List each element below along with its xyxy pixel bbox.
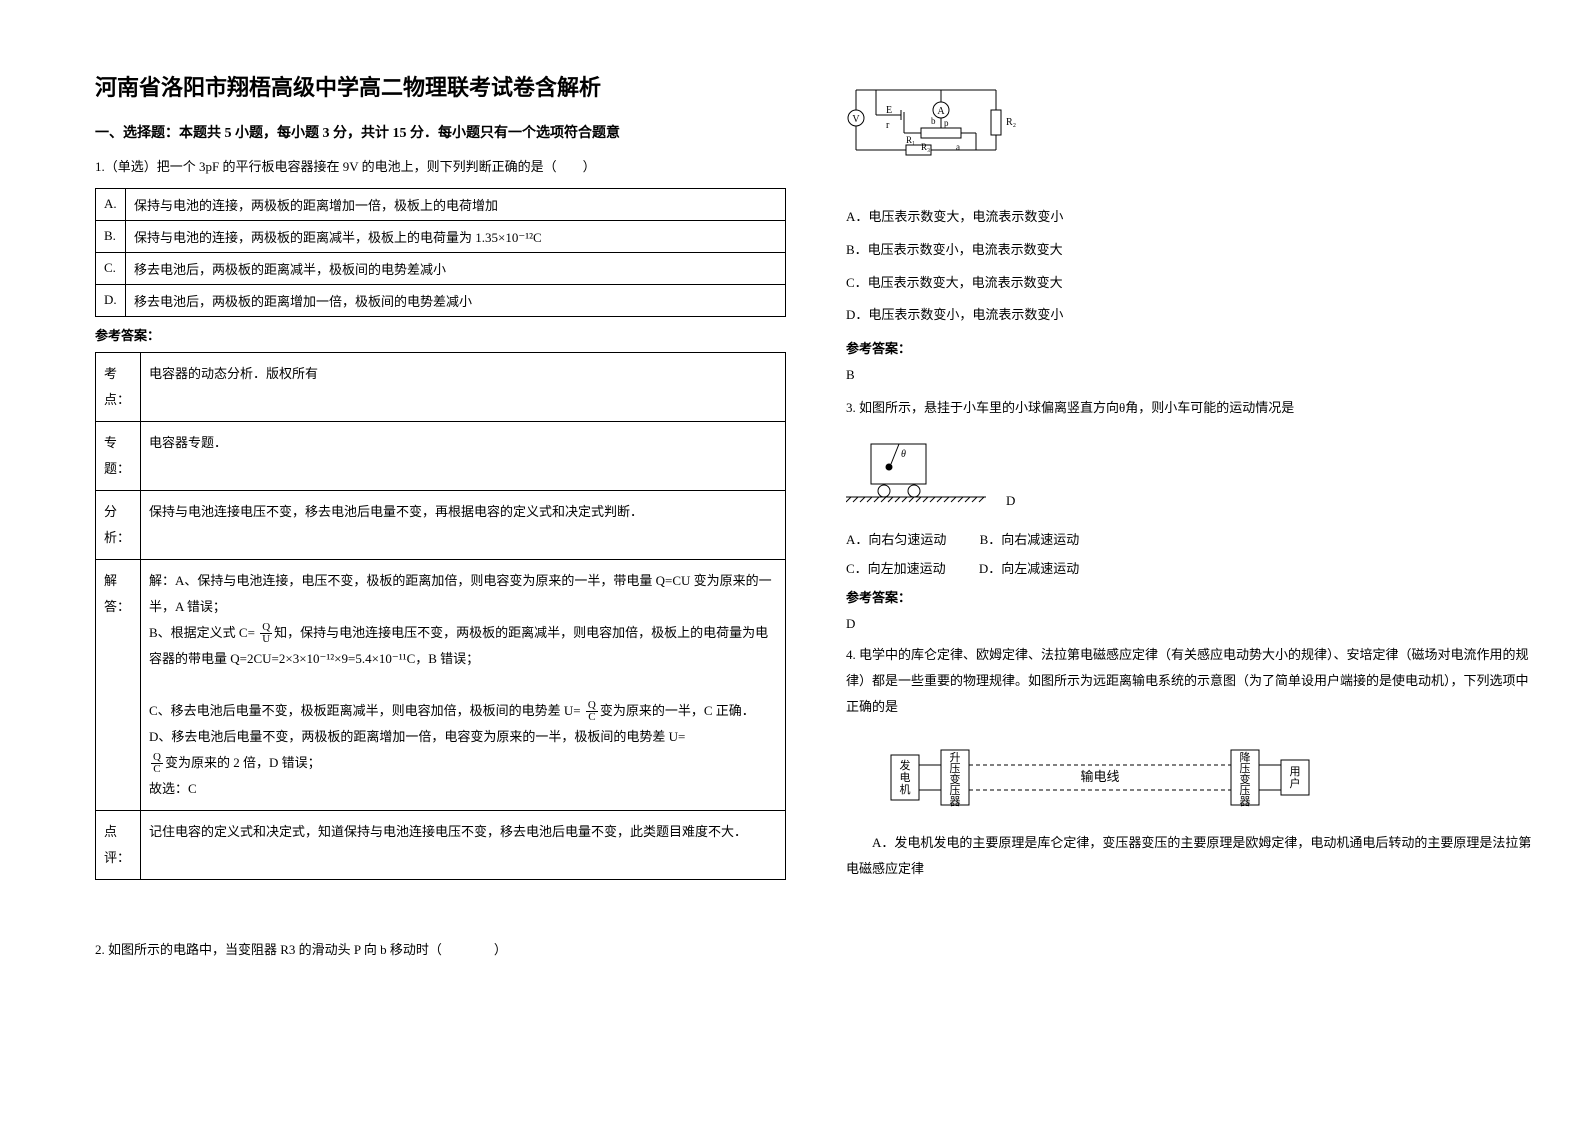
opt-label: D.	[96, 284, 126, 316]
svg-text:R₂: R₂	[1006, 117, 1016, 128]
fraction: QC	[586, 700, 598, 723]
table-row: 专题： 电容器专题．	[96, 421, 786, 490]
box-label: 电	[900, 771, 911, 784]
q3-opts-row2: C．向左加速运动 D．向左减速运动	[846, 558, 1537, 577]
svg-text:R₁: R₁	[906, 135, 915, 145]
analysis-val: 保持与电池连接电压不变，移去电池后电量不变，再根据电容的定义式和决定式判断．	[141, 490, 786, 559]
table-row: 考点： 电容器的动态分析．版权所有	[96, 352, 786, 421]
opt-text: 保持与电池的连接，两极板的距离增加一倍，极板上的电荷增加	[126, 188, 786, 220]
q3-stem: 3. 如图所示，悬挂于小车里的小球偏离竖直方向θ角，则小车可能的运动情况是	[846, 398, 1537, 419]
svg-text:R₃: R₃	[921, 142, 930, 152]
q1-options-table: A. 保持与电池的连接，两极板的距离增加一倍，极板上的电荷增加 B. 保持与电池…	[95, 188, 786, 317]
text: 故选：C	[149, 781, 197, 796]
q2-opt-c: C．电压表示数变大，电流表示数变大	[846, 273, 1537, 294]
svg-text:器: 器	[950, 795, 961, 808]
q3-opt-a: A．向右匀速运动	[846, 529, 946, 548]
svg-text:户: 户	[1290, 776, 1301, 790]
fraction: QC	[151, 752, 163, 775]
q4-stem: 4. 电学中的库仑定律、欧姆定律、法拉第电磁感应定律（有关感应电动势大小的规律）…	[846, 642, 1537, 720]
svg-text:b: b	[931, 116, 936, 126]
text: D	[1006, 493, 1015, 509]
table-row: 点评： 记住电容的定义式和决定式，知道保持与电池连接电压不变，移去电池后电量不变…	[96, 810, 786, 879]
analysis-key: 解答：	[96, 559, 141, 810]
q1-analysis-table: 考点： 电容器的动态分析．版权所有 专题： 电容器专题． 分析： 保持与电池连接…	[95, 352, 786, 880]
svg-text:器: 器	[1240, 795, 1251, 808]
opt-text: 移去电池后，两极板的距离减半，极板间的电势差减小	[126, 252, 786, 284]
q1-stem: 1.（单选）把一个 3pF 的平行板电容器接在 9V 的电池上，则下列判断正确的…	[95, 157, 786, 178]
svg-text:降: 降	[1240, 750, 1251, 764]
svg-text:p: p	[944, 118, 949, 128]
opt-label: C.	[96, 252, 126, 284]
wire-label: 输电线	[1080, 769, 1119, 784]
analysis-key: 专题：	[96, 421, 141, 490]
text: D、移去电池后电量不变，两极板的距离增加一倍，电容变为原来的一半，极板间的电势差…	[149, 729, 685, 744]
answer-label: 参考答案：	[95, 325, 786, 344]
analysis-val: 电容器的动态分析．版权所有	[141, 352, 786, 421]
box-label: 发	[900, 758, 911, 772]
svg-text:r: r	[886, 120, 890, 131]
text: 变为原来的一半，C 正确．	[600, 703, 755, 718]
svg-text:用: 用	[1290, 766, 1301, 778]
q2-stem: 2. 如图所示的电路中，当变阻器 R3 的滑动头 P 向 b 移动时（ ）	[95, 940, 786, 961]
svg-text:变: 变	[950, 772, 961, 786]
text: C、移去电池后电量不变，极板距离减半，则电容加倍，极板间的电势差 U=	[149, 703, 584, 718]
svg-text:θ: θ	[901, 449, 906, 460]
answer-label: 参考答案：	[846, 338, 1537, 357]
svg-text:V: V	[852, 114, 860, 125]
analysis-val: 解：A、保持与电池连接，电压不变，极板的距离加倍，则电容变为原来的一半，带电量 …	[141, 559, 786, 810]
text: 解：A、保持与电池连接，电压不变，极板的距离加倍，则电容变为原来的一半，带电量 …	[149, 573, 772, 614]
answer-label: 参考答案：	[846, 587, 1537, 606]
page-title: 河南省洛阳市翔梧高级中学高二物理联考试卷含解析	[95, 70, 786, 102]
q3-opt-c: C．向左加速运动	[846, 558, 946, 577]
box-label: 机	[900, 782, 911, 796]
fraction: QU	[260, 622, 272, 645]
table-row: B. 保持与电池的连接，两极板的距离减半，极板上的电荷量为 1.35×10⁻¹²…	[96, 220, 786, 252]
cart-diagram: θ	[846, 439, 986, 509]
analysis-val: 电容器专题．	[141, 421, 786, 490]
text: B、根据定义式 C=	[149, 625, 258, 640]
opt-label: A.	[96, 188, 126, 220]
q2-opt-b: B．电压表示数变小，电流表示数变大	[846, 240, 1537, 261]
q4-opt-a: A．发电机发电的主要原理是库仑定律，变压器变压的主要原理是欧姆定律，电动机通电后…	[846, 830, 1537, 882]
opt-text: 移去电池后，两极板的距离增加一倍，极板间的电势差减小	[126, 284, 786, 316]
q3-opt-b: B．向右减速运动	[980, 529, 1080, 548]
text: 变为原来的 2 倍，D 错误；	[165, 755, 321, 770]
opt-label: B.	[96, 220, 126, 252]
q2-opt-d: D．电压表示数变小，电流表示数变小	[846, 305, 1537, 326]
q2-opt-a: A．电压表示数变大，电流表示数变小	[846, 207, 1537, 228]
analysis-key: 分析：	[96, 490, 141, 559]
svg-text:E: E	[886, 105, 892, 116]
analysis-key: 点评：	[96, 810, 141, 879]
transmission-diagram: 发 电 机 升压变压器 输电线 降压变压器 用户	[886, 745, 1346, 810]
circuit-diagram: V E r A b R₃ p a R₁	[846, 80, 1026, 165]
table-row: C. 移去电池后，两极板的距离减半，极板间的电势差减小	[96, 252, 786, 284]
q3-answer: D	[846, 616, 1537, 632]
table-row: 解答： 解：A、保持与电池连接，电压不变，极板的距离加倍，则电容变为原来的一半，…	[96, 559, 786, 810]
table-row: 分析： 保持与电池连接电压不变，移去电池后电量不变，再根据电容的定义式和决定式判…	[96, 490, 786, 559]
table-row: D. 移去电池后，两极板的距离增加一倍，极板间的电势差减小	[96, 284, 786, 316]
q2-answer: B	[846, 367, 1537, 383]
q3-opts-row1: A．向右匀速运动 B．向右减速运动	[846, 529, 1537, 548]
q3-opt-d: D．向左减速运动	[979, 558, 1079, 577]
svg-text:变: 变	[1240, 772, 1251, 786]
analysis-val: 记住电容的定义式和决定式，知道保持与电池连接电压不变，移去电池后电量不变，此类题…	[141, 810, 786, 879]
table-row: A. 保持与电池的连接，两极板的距离增加一倍，极板上的电荷增加	[96, 188, 786, 220]
section-header: 一、选择题：本题共 5 小题，每小题 3 分，共计 15 分．每小题只有一个选项…	[95, 122, 786, 142]
opt-text: 保持与电池的连接，两极板的距离减半，极板上的电荷量为 1.35×10⁻¹²C	[126, 220, 786, 252]
svg-text:A: A	[937, 106, 945, 117]
analysis-key: 考点：	[96, 352, 141, 421]
